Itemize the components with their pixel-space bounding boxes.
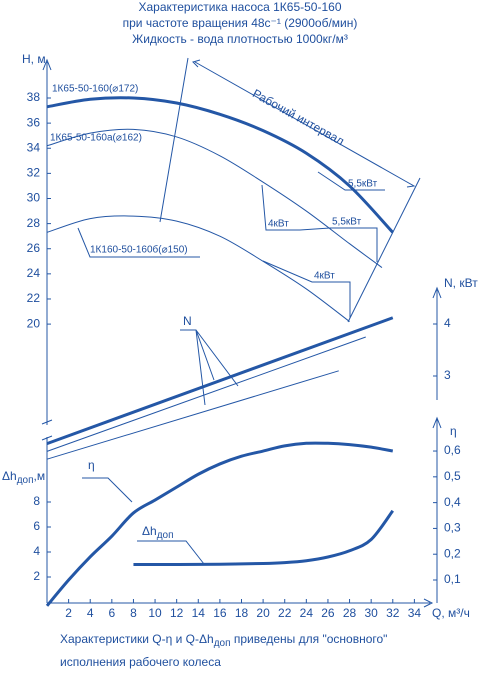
x-tick-label: 30 — [364, 606, 378, 620]
y-tick-label: 0,6 — [444, 443, 461, 457]
footer-part: Характеристики Q-η и Q-Δh — [60, 632, 214, 646]
y-tick-label: 6 — [33, 519, 40, 533]
y-tick-label: 4 — [444, 316, 451, 330]
annotation: 4кВт — [314, 271, 335, 282]
y-tick-label: 0,3 — [444, 521, 461, 535]
y-tick-label: 2 — [33, 569, 40, 583]
y-tick-label: 30 — [27, 191, 41, 205]
x-tick-label: 14 — [192, 606, 206, 620]
y2-axis-label: N, кВт — [444, 276, 478, 290]
x-axis-label: Q, м³/ч — [432, 606, 470, 620]
interval-bound — [159, 57, 421, 323]
annotation: 5,5кВт — [348, 179, 378, 190]
x-tick-label: 20 — [256, 606, 270, 620]
y-tick-label: 36 — [27, 115, 41, 129]
leader — [137, 540, 205, 565]
y-tick-label: 0,1 — [444, 572, 461, 586]
label-part: Δh — [142, 524, 157, 538]
label-part: доп — [157, 530, 174, 541]
series-label: η — [88, 458, 95, 472]
annotation: 5,5кВт — [332, 217, 362, 228]
x-tick-label: 8 — [130, 606, 137, 620]
label-part: Δh — [2, 469, 17, 483]
footer-part: доп — [214, 638, 231, 649]
footer: Характеристики Q-η и Q-Δhдоп приведены д… — [60, 632, 387, 648]
series-line — [46, 316, 394, 446]
label-part: доп — [17, 475, 34, 486]
footer: исполнения рабочего колеса — [60, 655, 221, 669]
x-tick-label: 34 — [408, 606, 422, 620]
y4-axis-label: Δhдоп,м — [2, 469, 45, 485]
curve-label: 1К160-50-160б(⌀150) — [90, 244, 188, 256]
x-tick-label: 10 — [148, 606, 162, 620]
y-tick-label: 4 — [33, 544, 40, 558]
left-axis — [41, 58, 53, 603]
x-tick-label: 18 — [235, 606, 249, 620]
series-line — [46, 370, 339, 460]
y-tick-label: 28 — [27, 216, 41, 230]
title-line: Жидкость - вода плотностью 1000кг/м³ — [132, 32, 348, 46]
x-tick-label: 12 — [170, 606, 184, 620]
annotation: 4кВт — [268, 219, 289, 230]
leader — [261, 171, 385, 318]
x-axis — [47, 598, 434, 608]
series-label: Δhдоп — [142, 524, 174, 540]
y-axis-label: H, м — [22, 52, 46, 66]
curve-label: 1К65-50-160(⌀172) — [52, 84, 138, 95]
series-line — [133, 509, 394, 567]
footer-part: приведены для "основного" — [231, 632, 388, 646]
series-line — [46, 215, 350, 322]
x-tick-label: 26 — [321, 606, 335, 620]
series-line — [46, 336, 366, 452]
x-tick-label: 2 — [65, 606, 72, 620]
y-tick-label: 26 — [27, 241, 41, 255]
x-tick-label: 16 — [213, 606, 227, 620]
title-line: Характеристика насоса 1К65-50-160 — [138, 0, 341, 14]
y-tick-label: 24 — [27, 266, 41, 280]
y-tick-label: 0,5 — [444, 469, 461, 483]
annotation: Рабочий интервал — [250, 86, 346, 148]
x-tick-label: 6 — [108, 606, 115, 620]
y-tick-label: 20 — [27, 316, 41, 330]
title-line: при частоте вращения 48с⁻¹ (2900об/мин) — [123, 16, 358, 30]
series-line — [46, 96, 394, 234]
x-tick-label: 28 — [343, 606, 357, 620]
x-tick-label: 24 — [300, 606, 314, 620]
y3-axis-label: η — [450, 424, 457, 438]
y-tick-label: 22 — [27, 291, 41, 305]
leader — [82, 477, 133, 503]
y-tick-label: 3 — [444, 368, 451, 382]
right-axis — [432, 286, 442, 603]
curve-label: 1К65-50-160а(⌀162) — [50, 133, 142, 144]
x-tick-label: 22 — [278, 606, 292, 620]
y-tick-label: 38 — [27, 90, 41, 104]
label-part: ,м — [34, 469, 46, 483]
series-line — [45, 441, 394, 607]
y-tick-label: 0,4 — [444, 495, 461, 509]
series-line — [46, 128, 383, 268]
leader — [77, 227, 200, 258]
n-label: N — [183, 314, 192, 328]
x-tick-label: 32 — [386, 606, 400, 620]
y-tick-label: 8 — [33, 494, 40, 508]
y-tick-label: 0,2 — [444, 546, 461, 560]
y-tick-label: 34 — [27, 140, 41, 154]
interval-arrow — [192, 59, 416, 188]
x-tick-label: 4 — [87, 606, 94, 620]
y-tick-label: 32 — [27, 166, 41, 180]
